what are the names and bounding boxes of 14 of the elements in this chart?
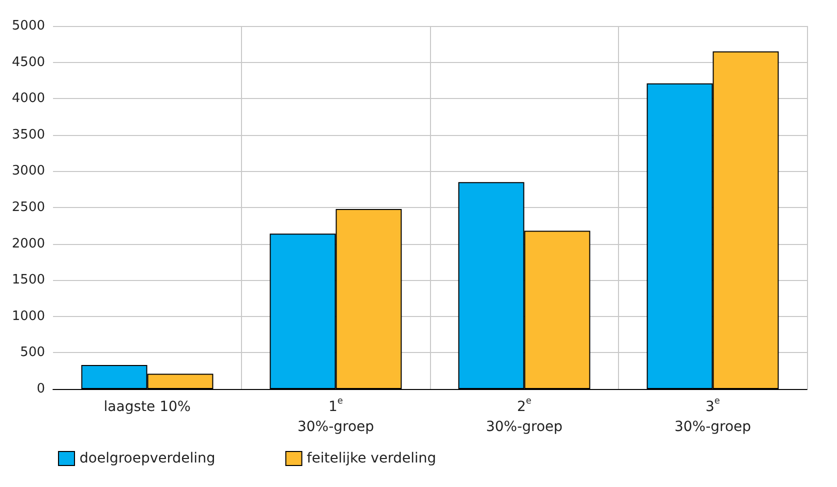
- x-tick-label: laagste 10%: [104, 399, 191, 415]
- y-tick-label: 1500: [12, 272, 45, 288]
- y-tick-label: 0: [36, 382, 45, 396]
- y-tick-label: 500: [20, 345, 45, 360]
- y-tick-label: 3500: [12, 127, 45, 142]
- y-tick-label: 4500: [12, 54, 45, 70]
- y-tick-label: 4000: [12, 91, 45, 106]
- y-tick-label: 5000: [12, 18, 45, 34]
- legend-label: doelgroepverdeling: [80, 450, 216, 466]
- y-tick-label: 2000: [12, 236, 45, 252]
- y-tick-label: 2500: [12, 200, 45, 215]
- y-tick-label: 3000: [12, 164, 45, 179]
- y-tick-label: 1000: [12, 308, 45, 324]
- legend-label: feitelijke verdeling: [306, 450, 436, 466]
